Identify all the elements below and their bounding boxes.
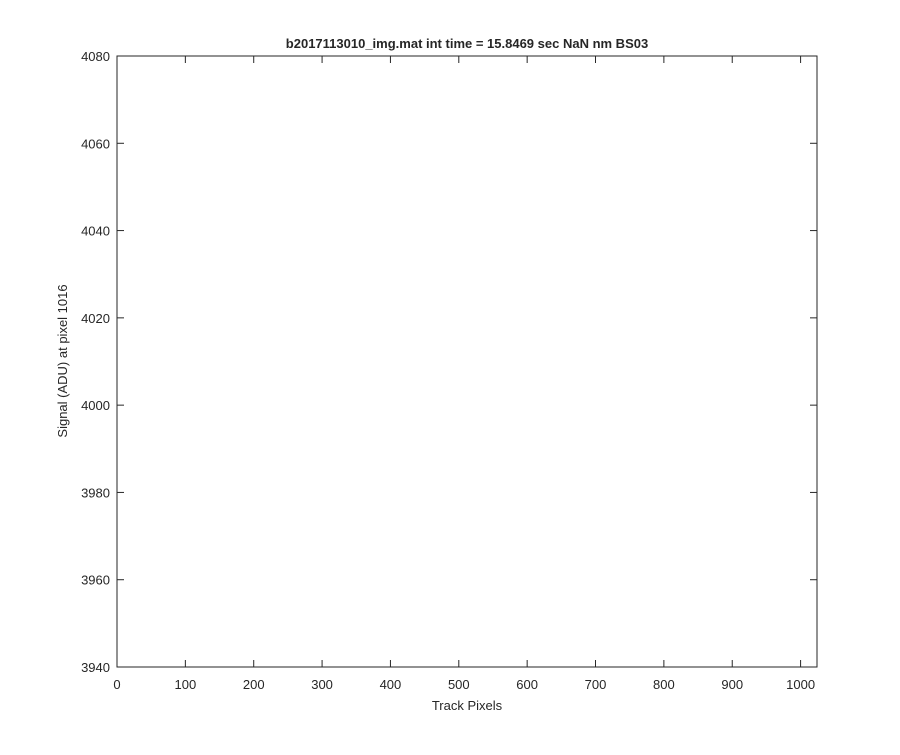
x-tick-label: 900 bbox=[721, 677, 743, 692]
x-tick-label: 200 bbox=[243, 677, 265, 692]
y-tick-label: 4080 bbox=[81, 49, 110, 64]
chart-title: b2017113010_img.mat int time = 15.8469 s… bbox=[286, 36, 648, 51]
y-tick-label: 3980 bbox=[81, 485, 110, 500]
y-tick-label: 4040 bbox=[81, 224, 110, 239]
x-tick-label: 500 bbox=[448, 677, 470, 692]
x-tick-label: 400 bbox=[380, 677, 402, 692]
y-tick-label: 4060 bbox=[81, 136, 110, 151]
x-tick-label: 0 bbox=[113, 677, 120, 692]
plot-background bbox=[117, 56, 817, 667]
x-axis: 0 100 200 300 400 500 600 700 800 900 1000 bbox=[113, 56, 815, 692]
x-tick-label: 600 bbox=[516, 677, 538, 692]
x-tick-label: 800 bbox=[653, 677, 675, 692]
x-tick-label: 700 bbox=[585, 677, 607, 692]
x-tick-label: 1000 bbox=[786, 677, 815, 692]
y-axis: 3940 3960 3980 4000 4020 4040 4060 4080 bbox=[81, 49, 817, 675]
y-tick-label: 3960 bbox=[81, 573, 110, 588]
y-tick-label: 4020 bbox=[81, 311, 110, 326]
y-tick-label: 4000 bbox=[81, 398, 110, 413]
plot-frame bbox=[116, 55, 818, 668]
y-tick-label: 3940 bbox=[81, 660, 110, 675]
x-tick-label: 300 bbox=[311, 677, 333, 692]
x-axis-label: Track Pixels bbox=[432, 698, 503, 713]
x-tick-label: 100 bbox=[175, 677, 197, 692]
y-axis-label: Signal (ADU) at pixel 1016 bbox=[55, 284, 70, 437]
